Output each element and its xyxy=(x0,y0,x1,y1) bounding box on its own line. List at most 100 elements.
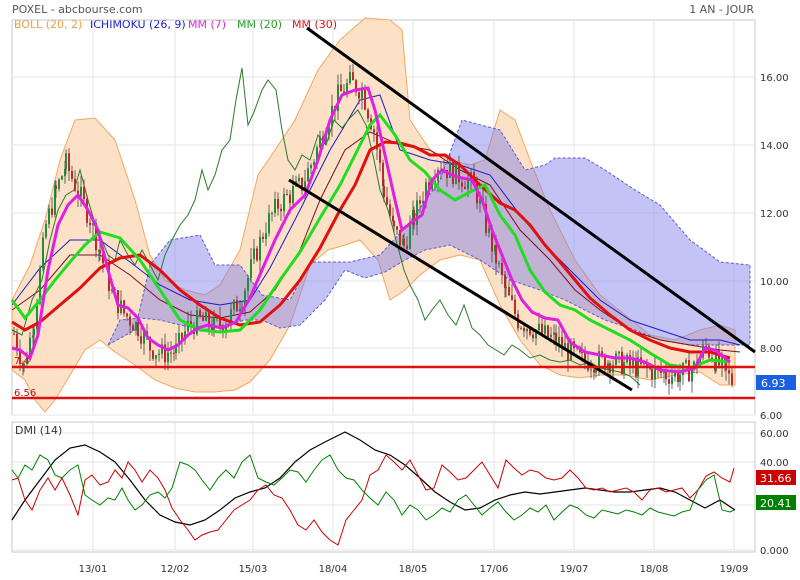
candle-body xyxy=(674,371,676,377)
candle-body xyxy=(132,325,134,331)
price-axis: 16.00 14.00 12.00 10.00 8.00 6.00 xyxy=(760,73,789,422)
candle-body xyxy=(671,376,673,384)
candle-body xyxy=(29,337,31,360)
candle-body xyxy=(621,351,623,374)
candle-body xyxy=(268,213,270,234)
candle-body xyxy=(618,351,620,354)
candle-body xyxy=(233,300,235,310)
candle-body xyxy=(425,182,427,201)
dmi-minus-value: 31.66 xyxy=(760,472,792,485)
legend-boll: BOLL (20, 2) xyxy=(14,18,82,31)
candle-body xyxy=(277,198,279,209)
candle-body xyxy=(601,351,603,355)
dmi-axis: 60.00 40.00 20.00 0.000 xyxy=(760,429,789,557)
candle-body xyxy=(289,194,291,204)
support-label-upper: 7.4 xyxy=(14,356,30,367)
candle-body xyxy=(213,317,215,333)
candle-body xyxy=(553,332,555,335)
candle-body xyxy=(71,171,73,179)
dmi-plus-badge xyxy=(756,495,796,510)
candle-body xyxy=(32,335,34,338)
candle-body xyxy=(467,179,469,190)
candle-body xyxy=(158,353,160,356)
candle-body xyxy=(271,212,273,214)
ma30-line xyxy=(11,140,731,360)
candle-body xyxy=(140,336,142,344)
candle-body xyxy=(511,295,513,300)
candle-body xyxy=(280,208,282,212)
candle-body xyxy=(262,236,264,239)
candle-body xyxy=(74,178,76,191)
candle-body xyxy=(54,185,56,215)
candle-body xyxy=(535,330,537,339)
candle-body xyxy=(19,349,21,364)
candle-body xyxy=(679,375,681,383)
candle-body xyxy=(310,165,312,169)
ichimoku-chikou-line xyxy=(11,67,641,386)
candle-body xyxy=(389,204,391,216)
candle-body xyxy=(355,80,357,93)
candle-body xyxy=(265,233,267,239)
candle-body xyxy=(102,253,104,264)
candle-body xyxy=(393,221,395,227)
candle-body xyxy=(367,109,369,119)
candle-body xyxy=(23,363,25,367)
candle-body xyxy=(199,310,201,316)
candle-body xyxy=(325,135,327,144)
candle-body xyxy=(328,126,330,136)
candle-body xyxy=(42,237,44,269)
candle-body xyxy=(111,289,113,291)
candle-body xyxy=(316,147,318,162)
candle-body xyxy=(349,72,351,84)
candle-body xyxy=(173,352,175,354)
candle-body xyxy=(504,274,506,289)
candle-body xyxy=(313,161,315,166)
candle-body xyxy=(196,310,198,335)
candle-body xyxy=(413,210,415,225)
candle-body xyxy=(373,129,375,133)
candle-body xyxy=(419,200,421,204)
candle-body xyxy=(346,83,348,95)
legend-mm20: MM (20) xyxy=(237,18,282,31)
candle-body xyxy=(505,287,507,289)
candle-body xyxy=(403,238,405,246)
date-tick-label: 12/02 xyxy=(161,564,190,575)
candle-body xyxy=(178,333,180,344)
candle-body xyxy=(473,172,475,181)
dmi-title: DMI (14) xyxy=(15,424,62,437)
dmi-tick-label: 0.000 xyxy=(760,546,789,557)
candle-body xyxy=(547,325,549,337)
candle-body xyxy=(422,200,424,204)
dmi-grid xyxy=(12,422,755,552)
ma20-line xyxy=(10,112,731,370)
candle-body xyxy=(301,177,303,191)
candle-body xyxy=(452,162,454,185)
dmi-plus-di-line xyxy=(11,454,735,521)
candle-body xyxy=(298,177,300,181)
candle-body xyxy=(219,317,221,326)
candle-body xyxy=(409,224,411,249)
candle-body xyxy=(55,185,57,189)
candle-body xyxy=(230,309,232,325)
candle-body xyxy=(561,336,563,348)
candle-body xyxy=(632,360,634,366)
candle-body xyxy=(83,186,85,199)
candle-body xyxy=(190,320,192,327)
candle-body xyxy=(570,341,572,361)
candle-body xyxy=(383,185,385,198)
candle-body xyxy=(635,360,637,377)
candle-body xyxy=(259,236,261,261)
candle-body xyxy=(677,371,679,383)
date-tick-label: 17/06 xyxy=(480,564,509,575)
candle-body xyxy=(51,208,53,215)
candle-body xyxy=(286,193,288,195)
candle-body xyxy=(663,372,665,374)
candle-body xyxy=(604,354,606,370)
candle-body xyxy=(598,351,600,370)
dmi-tick-label: 40.00 xyxy=(760,458,789,469)
candle-body xyxy=(241,307,243,309)
candle-body xyxy=(379,149,381,163)
candle-body xyxy=(170,352,172,354)
date-tick-label: 19/09 xyxy=(720,564,749,575)
price-tick-label: 8.00 xyxy=(760,344,782,355)
